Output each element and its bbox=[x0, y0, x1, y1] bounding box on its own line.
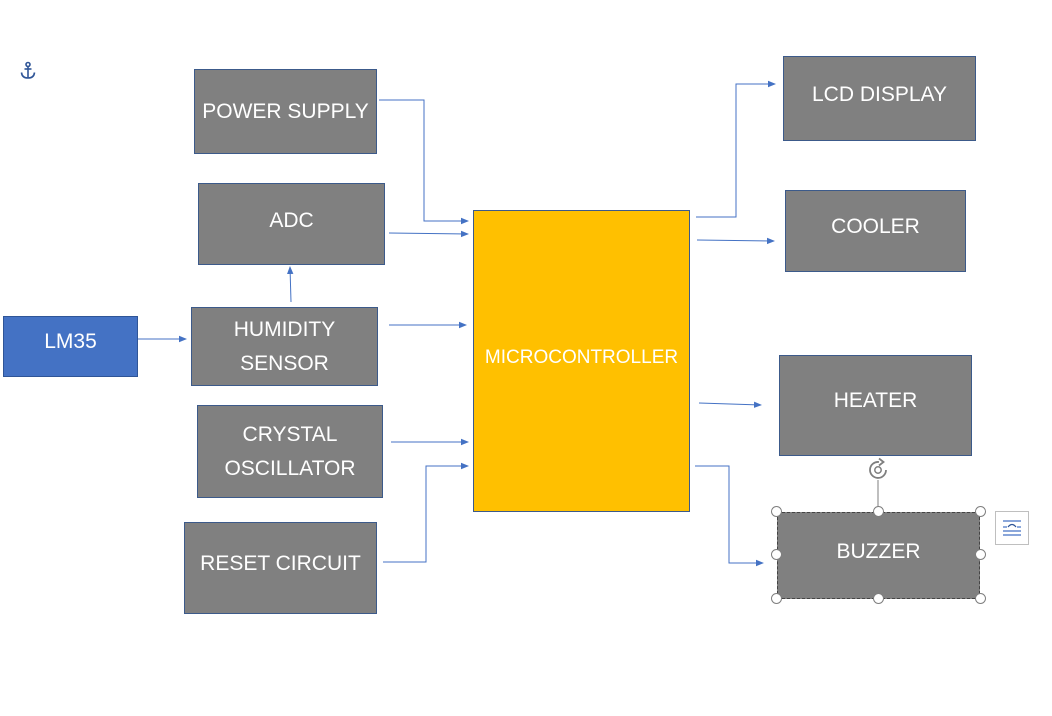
lm35-block[interactable]: LM35 bbox=[3, 316, 138, 377]
connector-mcu-to-lcd[interactable] bbox=[696, 80, 776, 218]
adc-label: ADC bbox=[269, 209, 314, 232]
connector-reset-to-mcu[interactable] bbox=[383, 462, 469, 563]
resize-handle-top-left[interactable] bbox=[771, 506, 782, 517]
resize-handle-top-right[interactable] bbox=[975, 506, 986, 517]
crystal-oscillator-label-line2: OSCILLATOR bbox=[224, 456, 356, 480]
power-supply-block[interactable]: POWER SUPPLY bbox=[194, 69, 377, 154]
lcd-display-block[interactable]: LCD DISPLAY bbox=[783, 56, 976, 141]
layout-options-button[interactable] bbox=[995, 511, 1029, 545]
microcontroller-block[interactable]: MICROCONTROLLER bbox=[473, 210, 690, 512]
resize-handle-bottom-right[interactable] bbox=[975, 593, 986, 604]
crystal-oscillator-label-line1: CRYSTAL bbox=[242, 422, 338, 446]
connector-mcu-to-buzzer[interactable] bbox=[695, 465, 764, 567]
resize-handle-top-center[interactable] bbox=[873, 506, 884, 517]
crystal-oscillator-block[interactable]: CRYSTAL OSCILLATOR bbox=[197, 405, 383, 498]
anchor-icon bbox=[20, 61, 36, 79]
connector-mcu-to-heater[interactable] bbox=[698, 401, 762, 408]
connector-power-supply-to-mcu[interactable] bbox=[379, 99, 469, 225]
reset-circuit-block[interactable]: RESET CIRCUIT bbox=[184, 522, 377, 614]
cooler-block[interactable]: COOLER bbox=[785, 190, 966, 272]
reset-circuit-label: RESET CIRCUIT bbox=[200, 552, 361, 575]
resize-handle-middle-left[interactable] bbox=[771, 549, 782, 560]
heater-label: HEATER bbox=[833, 389, 918, 412]
resize-handle-middle-right[interactable] bbox=[975, 549, 986, 560]
buzzer-block[interactable]: BUZZER bbox=[777, 512, 980, 599]
connector-mcu-to-cooler[interactable] bbox=[696, 237, 775, 245]
power-supply-label: POWER SUPPLY bbox=[202, 99, 369, 123]
humidity-sensor-label-line1: HUMIDITY bbox=[233, 317, 336, 341]
resize-handle-bottom-center[interactable] bbox=[873, 593, 884, 604]
buzzer-label: BUZZER bbox=[836, 540, 921, 563]
connector-adc-to-mcu[interactable] bbox=[388, 230, 469, 238]
adc-block[interactable]: ADC bbox=[198, 183, 385, 265]
layout-options-icon bbox=[1003, 520, 1021, 536]
rotate-handle-icon[interactable] bbox=[865, 457, 893, 483]
lcd-display-label: LCD DISPLAY bbox=[812, 83, 947, 106]
connector-humidity-to-adc[interactable] bbox=[287, 266, 294, 303]
resize-handle-bottom-left[interactable] bbox=[771, 593, 782, 604]
humidity-sensor-block[interactable]: HUMIDITY SENSOR bbox=[191, 307, 378, 386]
humidity-sensor-label-line2: SENSOR bbox=[240, 351, 329, 375]
lm35-label: LM35 bbox=[44, 330, 97, 353]
cooler-label: COOLER bbox=[831, 215, 920, 238]
heater-block[interactable]: HEATER bbox=[779, 355, 972, 456]
microcontroller-label: MICROCONTROLLER bbox=[484, 347, 679, 368]
